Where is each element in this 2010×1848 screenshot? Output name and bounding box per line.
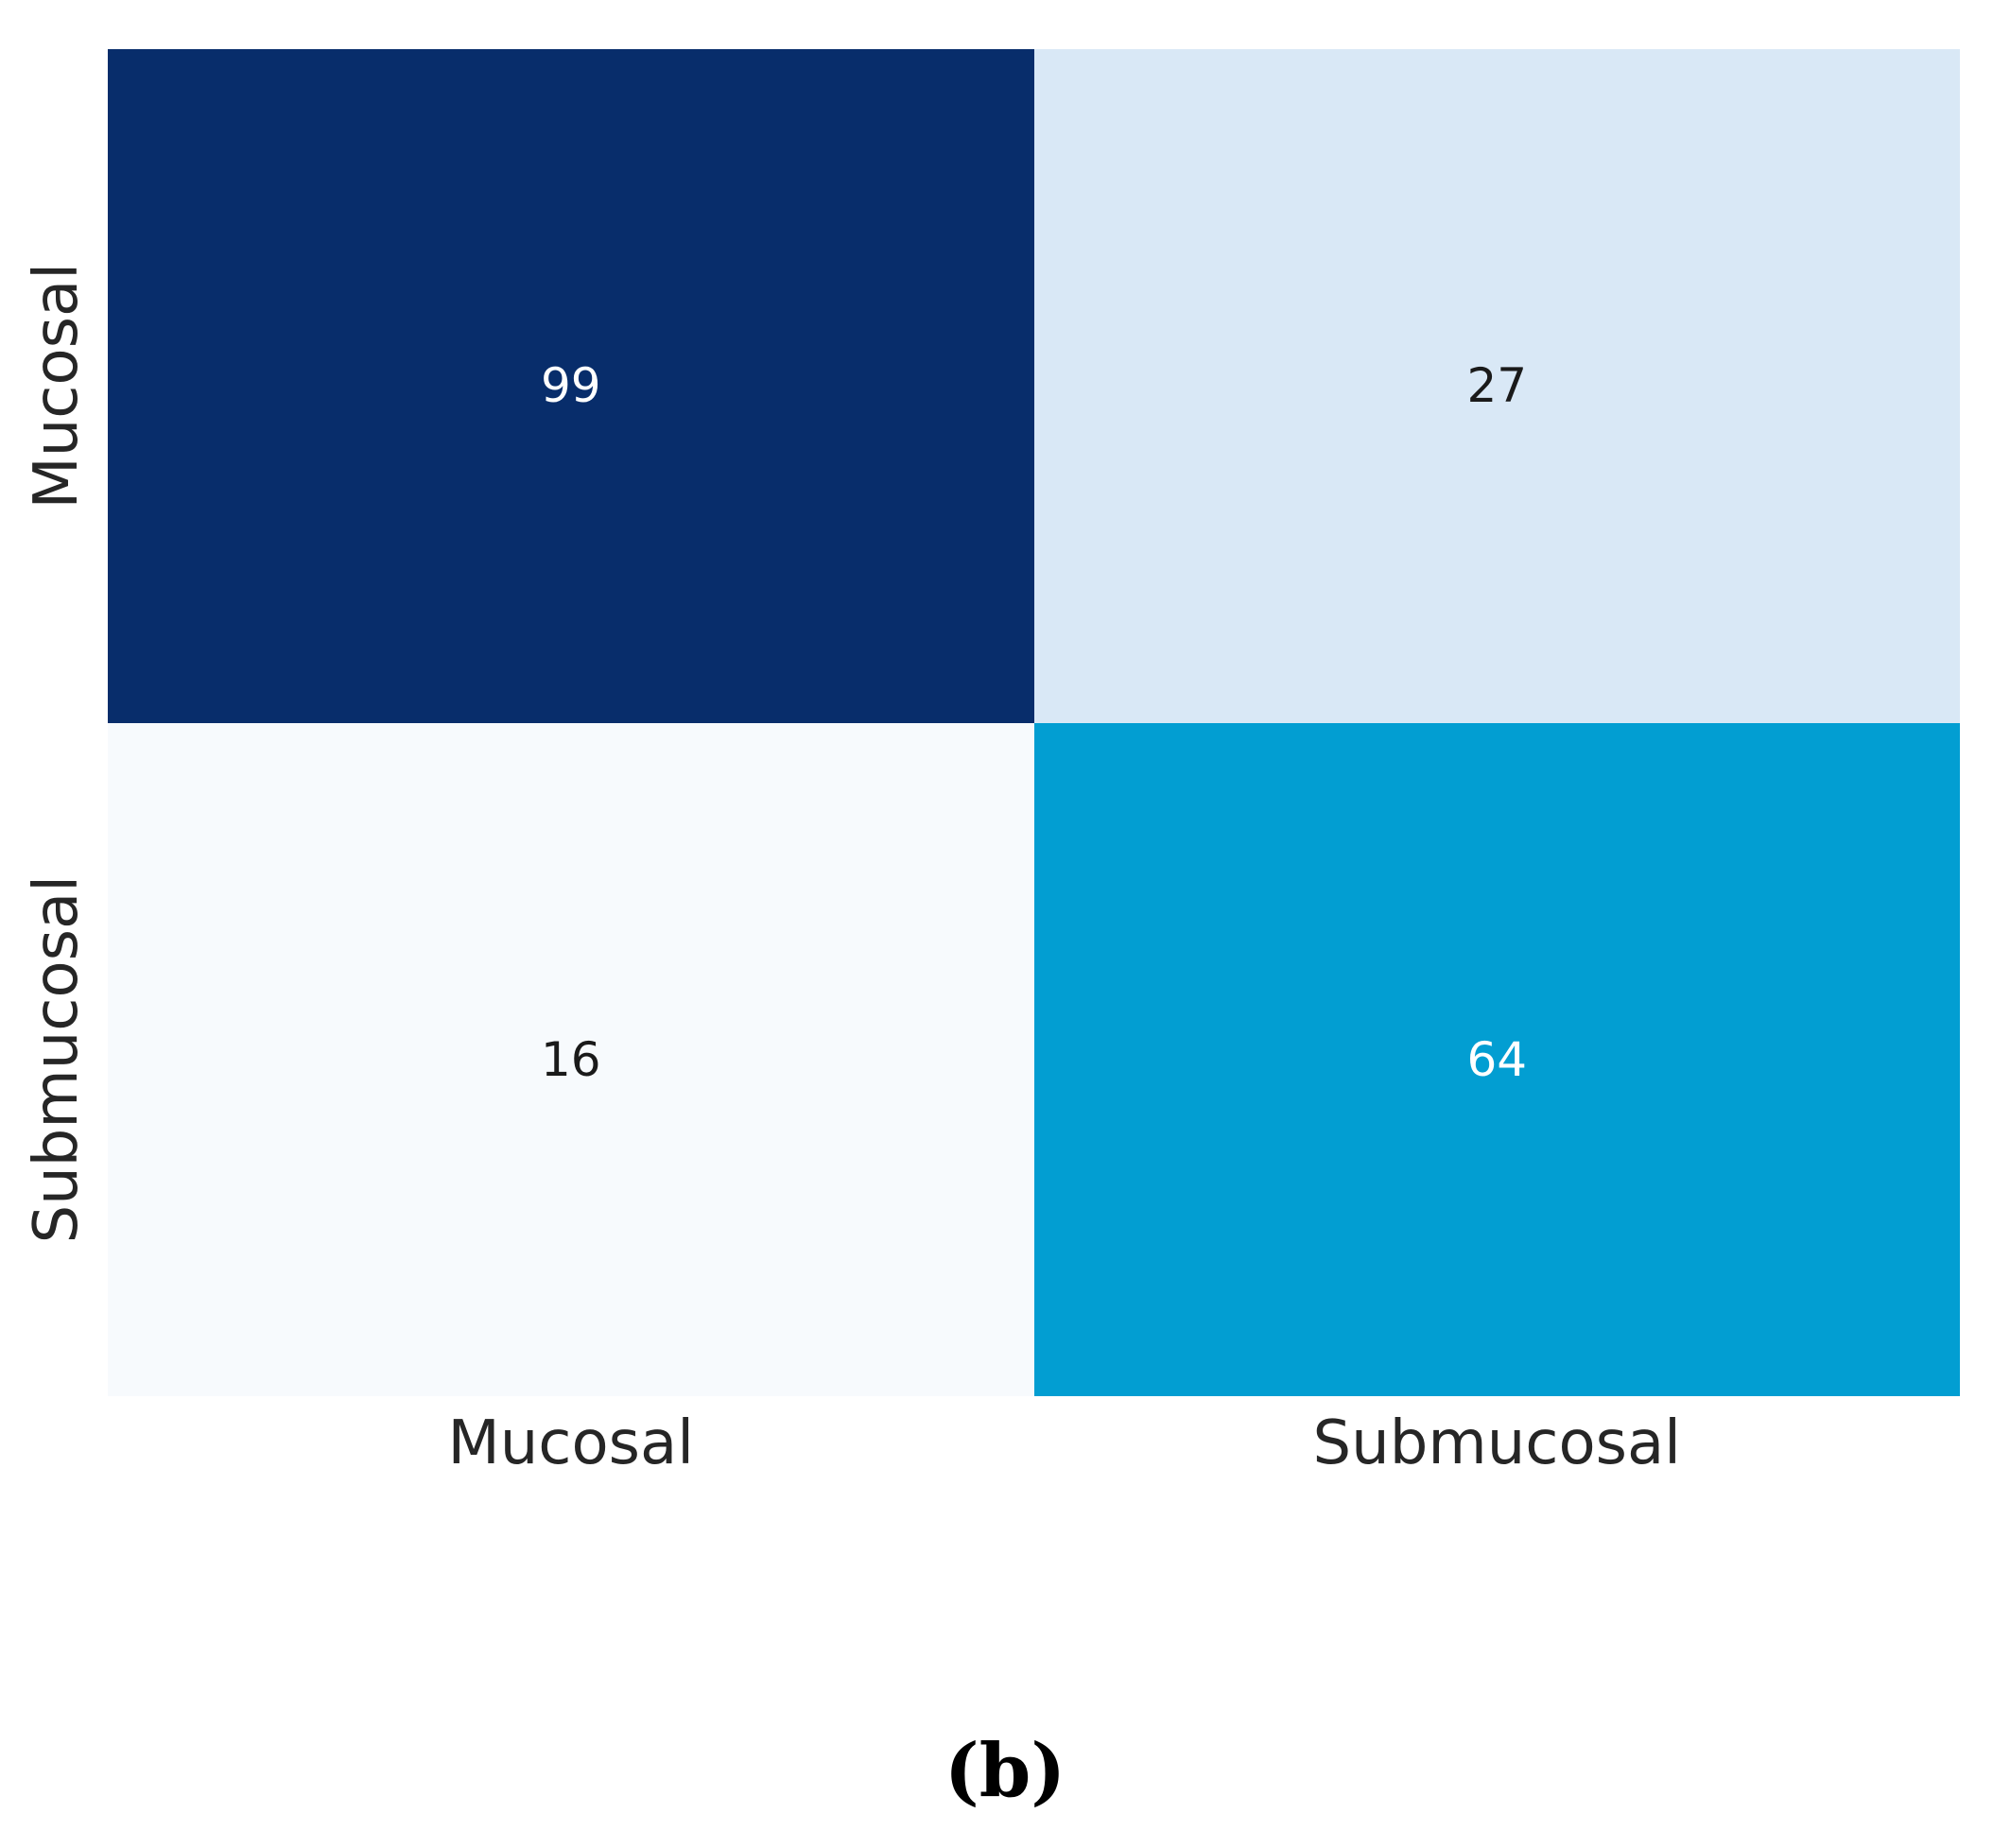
x-axis: Mucosal Submucosal: [108, 1408, 1960, 1478]
heatmap-cell-mucosal-submucosal: 27: [1033, 49, 1960, 723]
y-axis: Mucosal Submucosal: [15, 49, 98, 1396]
x-axis-label-mucosal: Mucosal: [447, 1408, 694, 1478]
heatmap-cell-submucosal-mucosal: 16: [108, 722, 1034, 1396]
x-axis-label-submucosal: Submucosal: [1312, 1408, 1681, 1478]
y-axis-tick-row1: Mucosal: [15, 49, 98, 723]
y-axis-tick-row2: Submucosal: [15, 723, 98, 1397]
heatmap-cell-mucosal-mucosal: 99: [108, 49, 1034, 723]
figure-caption: (b): [944, 1728, 1066, 1814]
heatmap-cell-submucosal-submucosal: 64: [1033, 722, 1960, 1396]
y-axis-label-submucosal: Submucosal: [22, 875, 92, 1244]
y-axis-label-mucosal: Mucosal: [22, 263, 92, 509]
heatmap-grid: 99 27 16 64: [108, 49, 1960, 1396]
